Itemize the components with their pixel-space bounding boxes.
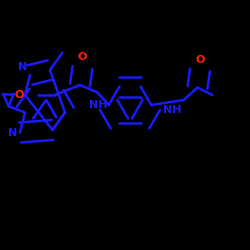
Text: O: O xyxy=(78,52,87,62)
Text: O: O xyxy=(195,55,205,65)
Text: N: N xyxy=(18,62,28,72)
Text: NH: NH xyxy=(163,105,181,115)
Text: NH: NH xyxy=(90,100,108,110)
Text: O: O xyxy=(14,90,24,100)
Text: N: N xyxy=(8,128,18,138)
